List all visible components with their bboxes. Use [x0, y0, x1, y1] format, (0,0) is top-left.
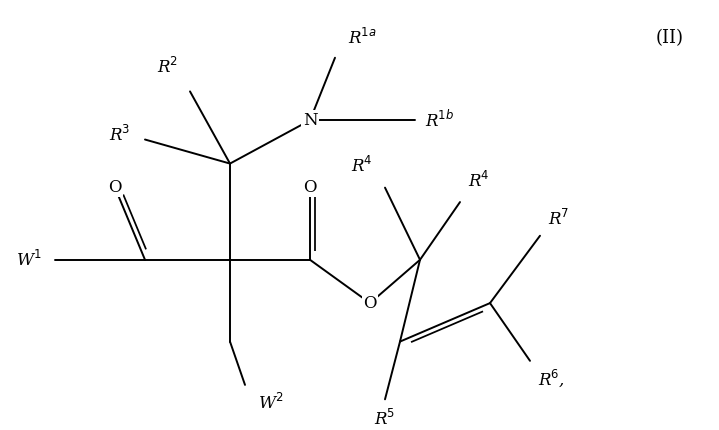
Text: R$^{6}$,: R$^{6}$,	[538, 368, 565, 389]
Text: R$^{5}$: R$^{5}$	[375, 409, 395, 429]
Text: R$^{7}$: R$^{7}$	[548, 209, 569, 229]
Text: W$^{2}$: W$^{2}$	[258, 393, 283, 413]
Text: R$^{1a}$: R$^{1a}$	[348, 28, 377, 48]
Text: O: O	[363, 295, 377, 312]
Text: R$^{2}$: R$^{2}$	[157, 57, 178, 77]
Text: N: N	[303, 112, 317, 129]
Text: O: O	[303, 179, 317, 196]
Text: O: O	[109, 179, 122, 196]
Text: (II): (II)	[656, 29, 684, 47]
Text: W$^{1}$: W$^{1}$	[17, 250, 42, 270]
Text: R$^{3}$: R$^{3}$	[109, 125, 130, 145]
Text: R$^{1b}$: R$^{1b}$	[425, 110, 454, 131]
Text: R$^{4}$: R$^{4}$	[468, 170, 490, 190]
Text: R$^{4}$: R$^{4}$	[352, 156, 373, 176]
